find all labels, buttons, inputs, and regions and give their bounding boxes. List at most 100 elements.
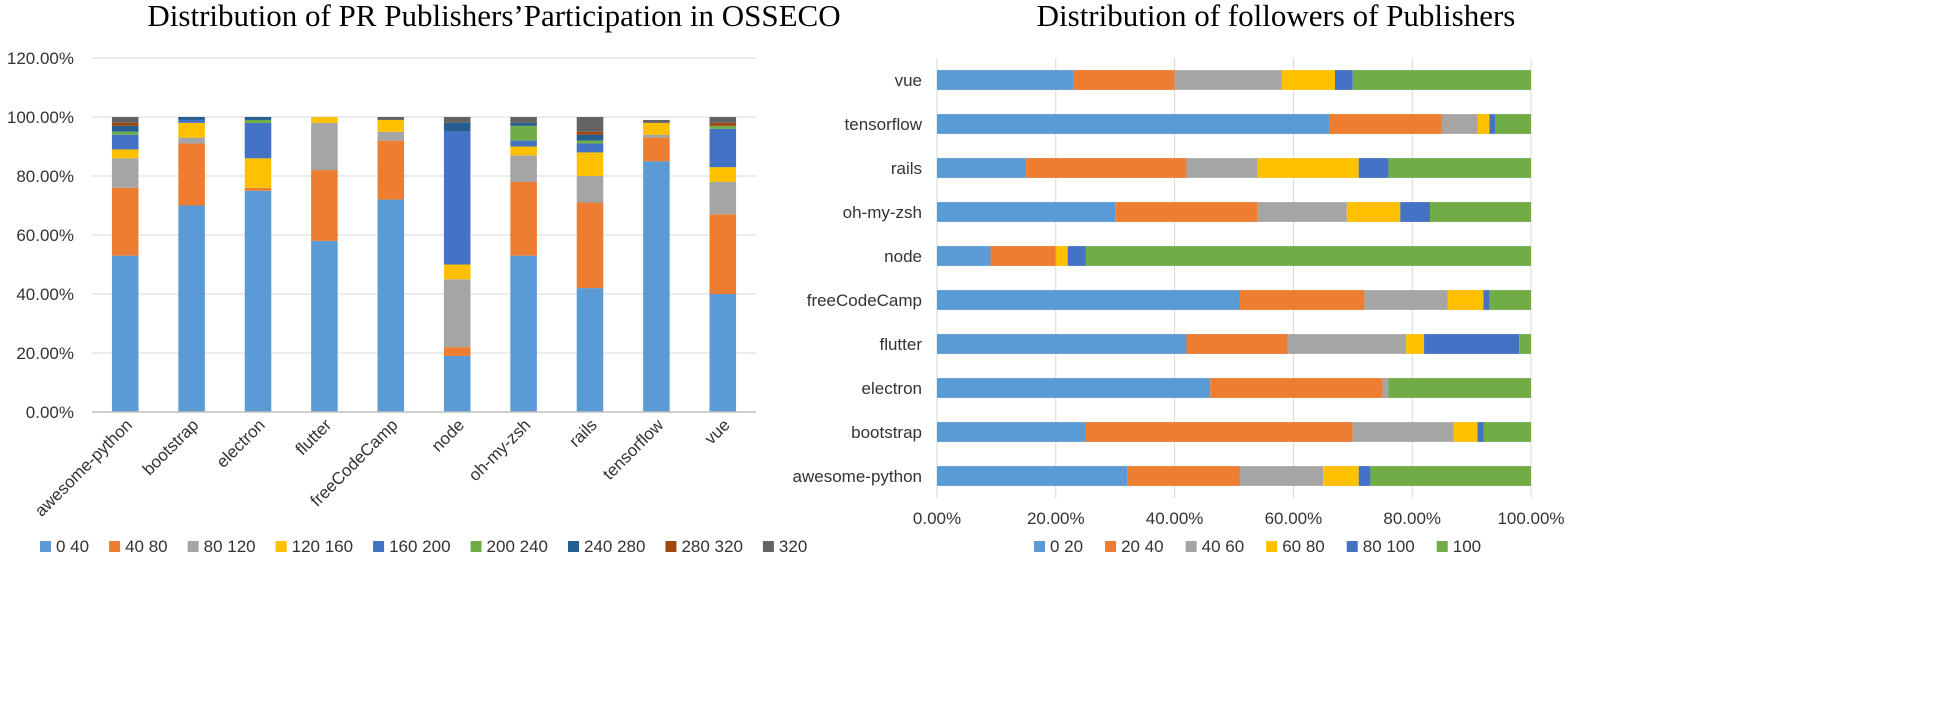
bar-flutter-40-60 <box>1287 334 1407 354</box>
bar-electron-0-40 <box>244 190 272 412</box>
x-tick-label: 100.00% <box>1497 509 1564 528</box>
y-tick-label: 0.00% <box>26 403 74 422</box>
legend-swatch-80-100 <box>1346 541 1358 552</box>
y-axis-tick-labels: 0.00% 20.00% 40.00% 60.00% 80.00% 100.00% 120.… <box>7 49 74 422</box>
bar-node-320 <box>443 117 471 123</box>
bar-stacks <box>111 117 737 412</box>
legend-swatch-0-40 <box>40 541 51 552</box>
bar-rails-280-320 <box>576 131 604 135</box>
bar-awesome-python-120-160 <box>111 149 139 159</box>
x-tick-label-oh-my-zsh: oh-my-zsh <box>465 415 535 485</box>
bar-electron-20-40 <box>1210 378 1383 398</box>
y-tick-label: 40.00% <box>16 285 74 304</box>
legend-swatch-200-240 <box>470 541 482 552</box>
legend-label-0-40: 0 40 <box>56 537 89 556</box>
bar-bootstrap-40-60 <box>1352 422 1454 442</box>
bar-node-100 <box>1085 246 1531 266</box>
bar-awesome-python-0-20 <box>937 466 1128 486</box>
bar-vue-80-100 <box>1334 70 1353 90</box>
legend-swatch-0-20 <box>1034 541 1045 552</box>
bar-vue-40-60 <box>1174 70 1282 90</box>
bar-awesome-python-160-200 <box>111 134 139 150</box>
bar-freecodecamp-0-40 <box>377 199 405 412</box>
bar-flutter-80-120 <box>311 122 338 171</box>
bar-awesome-python-80-120 <box>111 158 139 188</box>
bar-tensorflow-40-80 <box>643 137 670 162</box>
x-tick-label-bootstrap: bootstrap <box>139 415 203 479</box>
legend-swatch-60-80 <box>1266 541 1278 552</box>
bar-flutter-20-40 <box>1186 334 1288 354</box>
bar-freecodecamp-40-60 <box>1364 290 1448 310</box>
bar-bootstrap-80-100 <box>1477 422 1484 442</box>
bar-awesome-python-40-60 <box>1239 466 1324 486</box>
legend-label-160-200: 160 200 <box>389 537 450 556</box>
bar-flutter-40-80 <box>311 170 338 241</box>
x-tick-label: 40.00% <box>1146 509 1204 528</box>
bar-electron-200-240 <box>244 119 272 123</box>
bar-awesome-python-80-100 <box>1358 466 1371 486</box>
bar-vue-80-120 <box>709 181 737 215</box>
bar-electron-40-60 <box>1382 378 1389 398</box>
bar-vue-320 <box>709 117 737 123</box>
legend-label-0-20: 0 20 <box>1050 537 1083 556</box>
y-tick-label-vue: vue <box>895 71 922 90</box>
bar-electron-240-280 <box>244 117 272 120</box>
bar-bootstrap-80-120 <box>178 137 205 144</box>
bar-rails-200-240 <box>576 140 604 144</box>
legend-label-80-120: 80 120 <box>204 537 256 556</box>
legend-label-320: 320 <box>779 537 807 556</box>
bar-bootstrap-60-80 <box>1453 422 1478 442</box>
y-tick-label: 100.00% <box>7 108 74 127</box>
bar-vue-120-160 <box>709 167 737 182</box>
legend-label-200-240: 200 240 <box>487 537 548 556</box>
bar-tensorflow-20-40 <box>1329 114 1442 134</box>
bar-tensorflow-80-100 <box>1489 114 1496 134</box>
y-tick-label: 120.00% <box>7 49 74 68</box>
bar-oh-my-zsh-0-20 <box>937 202 1116 222</box>
bar-tensorflow-100 <box>1495 114 1531 134</box>
bar-freecodecamp-80-100 <box>1483 290 1490 310</box>
legend-label-40-80: 40 80 <box>125 537 168 556</box>
bar-awesome-python-60-80 <box>1323 466 1359 486</box>
bar-freecodecamp-120-160 <box>377 119 405 132</box>
y-tick-label-electron: electron <box>862 379 922 398</box>
bar-vue-160-200 <box>709 128 737 168</box>
bar-bootstrap-20-40 <box>1085 422 1353 442</box>
legend-label-240-280: 240 280 <box>584 537 645 556</box>
bar-oh-my-zsh-240-280 <box>510 122 537 126</box>
legend-label-280-320: 280 320 <box>681 537 742 556</box>
bar-node-20-40 <box>990 246 1056 266</box>
bar-awesome-python-0-40 <box>111 255 139 412</box>
bar-freecodecamp-320 <box>377 117 405 120</box>
bar-vue-200-240 <box>709 125 737 129</box>
legend-swatch-80-120 <box>187 541 199 552</box>
bar-awesome-python-40-80 <box>111 187 139 256</box>
bar-tensorflow-40-60 <box>1441 114 1478 134</box>
y-tick-label-flutter: flutter <box>879 335 922 354</box>
bar-rails-80-100 <box>1358 158 1389 178</box>
legend-swatch-40-80 <box>109 541 121 552</box>
bar-rails-240-280 <box>576 134 604 141</box>
bar-tensorflow-0-20 <box>937 114 1330 134</box>
bar-rails-0-40 <box>576 288 604 412</box>
legend-swatch-320 <box>762 541 774 552</box>
bar-rails-20-40 <box>1026 158 1187 178</box>
chart-pr-participation: Distribution of PR Publishers’Participat… <box>7 0 841 556</box>
bar-flutter-100 <box>1519 334 1531 354</box>
bar-oh-my-zsh-100 <box>1430 202 1531 222</box>
legend-label-60-80: 60 80 <box>1282 537 1325 556</box>
x-tick-label-node: node <box>428 415 468 455</box>
legend-swatch-20-40 <box>1105 541 1117 552</box>
legend-label-100: 100 <box>1453 537 1481 556</box>
legend-label-40-60: 40 60 <box>1202 537 1245 556</box>
legend-swatch-160-200 <box>373 541 385 552</box>
y-tick-label-bootstrap: bootstrap <box>851 423 922 442</box>
y-tick-label-freecodecamp: freeCodeCamp <box>807 291 922 310</box>
bar-electron-160-200 <box>244 122 272 159</box>
x-tick-label-electron: electron <box>213 415 269 471</box>
bar-flutter-80-100 <box>1424 334 1520 354</box>
legend-swatch-40-60 <box>1185 541 1197 552</box>
bar-rails-120-160 <box>576 152 604 176</box>
y-tick-label-node: node <box>884 247 922 266</box>
bar-vue-0-20 <box>937 70 1074 90</box>
